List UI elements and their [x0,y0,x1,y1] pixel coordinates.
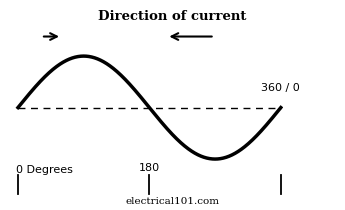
Text: 180: 180 [139,163,160,173]
Text: 360 / 0: 360 / 0 [262,83,300,93]
Text: Direction of current: Direction of current [98,10,247,24]
Text: 0 Degrees: 0 Degrees [16,165,73,175]
Text: electrical101.com: electrical101.com [126,197,219,206]
